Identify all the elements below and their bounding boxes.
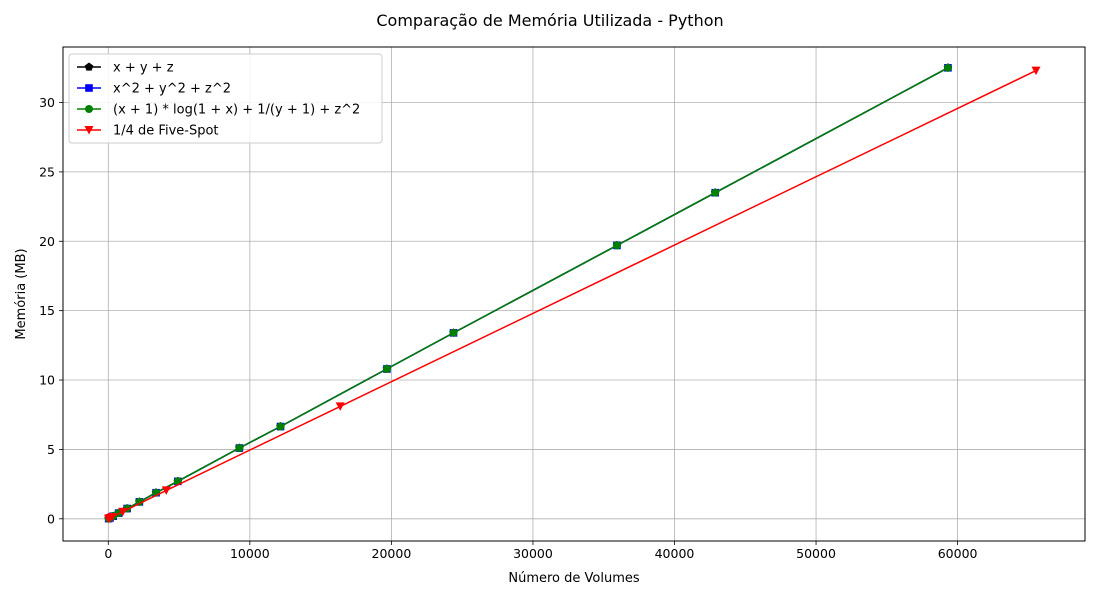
legend-item: x + y + z: [77, 61, 174, 76]
data-point: [118, 507, 128, 517]
y-tick-label: 20: [39, 234, 55, 249]
legend-marker: [84, 126, 94, 135]
x-tick-label: 60000: [938, 546, 978, 561]
y-tick-label: 0: [47, 511, 55, 526]
legend-box: [68, 53, 383, 144]
legend-marker: [85, 84, 93, 92]
data-point: [943, 63, 952, 72]
x-tick-label: 0: [104, 546, 112, 561]
legend-label: x + y + z: [113, 61, 174, 76]
x-tick-label: 50000: [796, 546, 836, 561]
data-point: [235, 444, 244, 453]
legend-label: (x + 1) * log(1 + x) + 1/(y + 1) + z^2: [113, 103, 360, 118]
y-tick-label: 25: [39, 164, 55, 179]
legend-item: 1/4 de Five-Spot: [77, 124, 219, 139]
data-point: [382, 364, 391, 373]
legend-marker: [84, 62, 94, 71]
y-axis-label: Memória (MB): [14, 248, 29, 339]
x-tick-label: 30000: [513, 546, 553, 561]
data-point: [107, 513, 117, 522]
legend-label: x^2 + y^2 + z^2: [113, 82, 231, 97]
legend-item: (x + 1) * log(1 + x) + 1/(y + 1) + z^2: [77, 103, 360, 118]
legend-marker: [85, 105, 93, 113]
legend: x + y + z x^2 + y^2 + z^2 (x + 1) * log(1 …: [68, 53, 383, 144]
data-point: [335, 402, 345, 411]
x-tick-label: 40000: [655, 546, 695, 561]
x-tick-label: 10000: [230, 546, 270, 561]
legend-item: x^2 + y^2 + z^2: [77, 82, 231, 97]
axis-ticks: 0 10000 20000 30000 40000 50000 60000 0 5 10 15 20 2…: [39, 95, 977, 561]
data-point: [711, 188, 720, 197]
grid: [63, 47, 1085, 541]
data-point: [1031, 66, 1041, 76]
y-tick-label: 5: [47, 442, 55, 457]
y-tick-label: 10: [39, 373, 55, 388]
series-4: [104, 66, 1041, 524]
y-tick-label: 30: [39, 95, 55, 110]
x-tick-label: 20000: [372, 546, 412, 561]
x-axis-label: Número de Volumes: [508, 571, 640, 586]
plot-area: [104, 63, 1041, 524]
data-point: [449, 328, 458, 337]
data-point: [612, 241, 621, 250]
axes-frame: [62, 46, 1086, 542]
legend-label: 1/4 de Five-Spot: [113, 124, 219, 139]
chart-title: Comparação de Memória Utilizada - Python: [376, 11, 723, 30]
data-point: [161, 486, 171, 495]
y-tick-label: 15: [39, 303, 55, 318]
data-point: [276, 422, 285, 431]
